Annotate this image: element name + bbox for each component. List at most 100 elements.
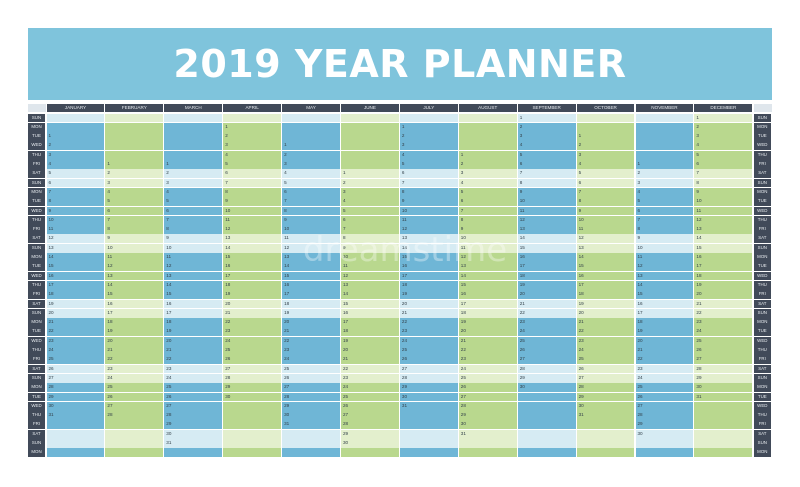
day-cell[interactable]: 22 — [164, 355, 223, 365]
day-cell[interactable] — [46, 448, 105, 458]
day-cell[interactable]: 2 — [223, 132, 282, 141]
day-cell[interactable] — [164, 150, 223, 160]
day-cell[interactable]: 1 — [517, 113, 576, 123]
day-cell[interactable] — [458, 132, 517, 141]
day-cell[interactable]: 5 — [223, 160, 282, 169]
day-cell[interactable] — [164, 448, 223, 458]
day-cell[interactable]: 24 — [517, 327, 576, 337]
day-cell[interactable]: 12 — [164, 262, 223, 272]
day-cell[interactable]: 29 — [282, 401, 340, 411]
day-cell[interactable]: 21 — [223, 308, 282, 318]
day-cell[interactable]: 19 — [635, 327, 694, 337]
day-cell[interactable]: 24 — [223, 336, 282, 346]
day-cell[interactable]: 25 — [635, 383, 694, 393]
day-cell[interactable]: 23 — [694, 318, 753, 327]
day-cell[interactable]: 8 — [399, 187, 458, 197]
day-cell[interactable] — [341, 122, 399, 132]
day-cell[interactable]: 2 — [399, 132, 458, 141]
day-cell[interactable] — [517, 429, 576, 439]
day-cell[interactable]: 21 — [517, 299, 576, 309]
day-cell[interactable]: 22 — [576, 327, 635, 337]
day-cell[interactable]: 2 — [164, 169, 223, 179]
day-cell[interactable]: 8 — [458, 215, 517, 225]
day-cell[interactable]: 24 — [458, 364, 517, 374]
day-cell[interactable]: 27 — [399, 364, 458, 374]
day-cell[interactable]: 28 — [399, 373, 458, 383]
day-cell[interactable]: 11 — [517, 206, 576, 216]
day-cell[interactable] — [576, 420, 635, 430]
day-cell[interactable] — [46, 439, 105, 448]
day-cell[interactable]: 9 — [576, 206, 635, 216]
day-cell[interactable] — [458, 141, 517, 151]
day-cell[interactable]: 13 — [282, 253, 340, 262]
day-cell[interactable]: 10 — [694, 197, 753, 207]
day-cell[interactable]: 21 — [576, 318, 635, 327]
day-cell[interactable]: 7 — [458, 206, 517, 216]
day-cell[interactable] — [105, 448, 164, 458]
day-cell[interactable]: 9 — [46, 206, 105, 216]
day-cell[interactable]: 19 — [694, 280, 753, 290]
day-cell[interactable]: 21 — [399, 308, 458, 318]
day-cell[interactable]: 22 — [341, 364, 399, 374]
day-cell[interactable]: 4 — [105, 187, 164, 197]
day-cell[interactable] — [105, 429, 164, 439]
day-cell[interactable]: 1 — [341, 169, 399, 179]
day-cell[interactable]: 2 — [282, 150, 340, 160]
day-cell[interactable]: 14 — [635, 280, 694, 290]
day-cell[interactable] — [399, 411, 458, 420]
day-cell[interactable] — [164, 122, 223, 132]
day-cell[interactable] — [105, 439, 164, 448]
day-cell[interactable]: 12 — [517, 215, 576, 225]
day-cell[interactable]: 7 — [223, 178, 282, 188]
day-cell[interactable]: 17 — [694, 262, 753, 272]
day-cell[interactable] — [635, 122, 694, 132]
day-cell[interactable]: 20 — [576, 308, 635, 318]
day-cell[interactable]: 13 — [635, 271, 694, 281]
day-cell[interactable]: 14 — [282, 262, 340, 272]
day-cell[interactable]: 6 — [105, 206, 164, 216]
day-cell[interactable]: 28 — [576, 383, 635, 393]
day-cell[interactable]: 27 — [635, 401, 694, 411]
day-cell[interactable]: 30 — [517, 383, 576, 393]
day-cell[interactable]: 27 — [341, 411, 399, 420]
day-cell[interactable]: 27 — [576, 373, 635, 383]
day-cell[interactable]: 18 — [282, 299, 340, 309]
day-cell[interactable]: 28 — [46, 383, 105, 393]
day-cell[interactable]: 4 — [164, 187, 223, 197]
day-cell[interactable] — [694, 429, 753, 439]
day-cell[interactable]: 22 — [223, 318, 282, 327]
day-cell[interactable] — [576, 113, 635, 123]
day-cell[interactable]: 5 — [399, 160, 458, 169]
day-cell[interactable]: 28 — [105, 411, 164, 420]
day-cell[interactable] — [576, 429, 635, 439]
day-cell[interactable]: 19 — [223, 290, 282, 300]
day-cell[interactable]: 9 — [282, 215, 340, 225]
day-cell[interactable]: 2 — [517, 122, 576, 132]
day-cell[interactable]: 22 — [282, 336, 340, 346]
day-cell[interactable]: 3 — [517, 132, 576, 141]
day-cell[interactable]: 20 — [399, 299, 458, 309]
day-cell[interactable]: 29 — [458, 411, 517, 420]
day-cell[interactable]: 11 — [458, 243, 517, 253]
day-cell[interactable]: 19 — [517, 280, 576, 290]
day-cell[interactable]: 4 — [635, 187, 694, 197]
day-cell[interactable]: 15 — [164, 290, 223, 300]
day-cell[interactable] — [694, 411, 753, 420]
day-cell[interactable]: 15 — [694, 243, 753, 253]
day-cell[interactable]: 15 — [223, 253, 282, 262]
day-cell[interactable]: 6 — [164, 206, 223, 216]
day-cell[interactable]: 3 — [458, 169, 517, 179]
day-cell[interactable]: 31 — [694, 392, 753, 402]
day-cell[interactable]: 1 — [458, 150, 517, 160]
day-cell[interactable]: 29 — [164, 420, 223, 430]
day-cell[interactable]: 14 — [576, 253, 635, 262]
day-cell[interactable]: 11 — [223, 215, 282, 225]
day-cell[interactable]: 10 — [223, 206, 282, 216]
day-cell[interactable] — [399, 439, 458, 448]
day-cell[interactable]: 26 — [399, 355, 458, 365]
day-cell[interactable]: 23 — [46, 336, 105, 346]
day-cell[interactable] — [105, 113, 164, 123]
day-cell[interactable]: 19 — [341, 336, 399, 346]
day-cell[interactable]: 20 — [282, 318, 340, 327]
day-cell[interactable] — [517, 448, 576, 458]
